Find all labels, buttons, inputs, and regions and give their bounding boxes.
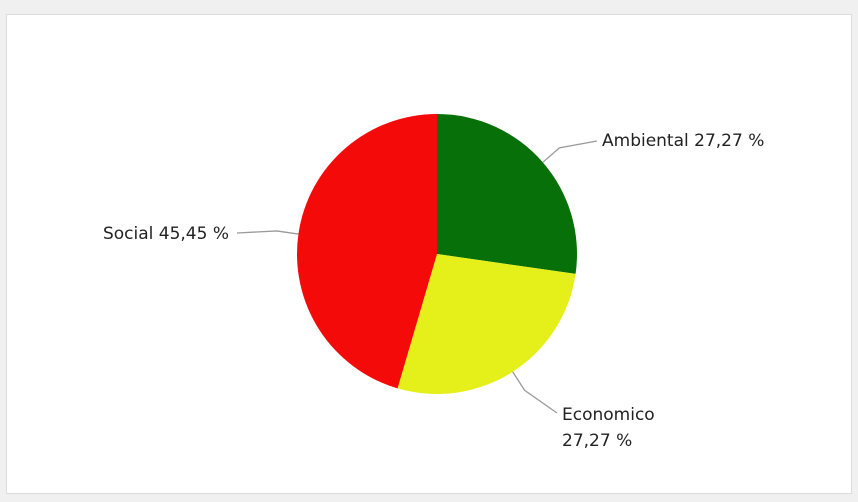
chart-card: Ambiental 27,27 % Economico 27,27 % Soci… <box>6 14 852 494</box>
connector-economico <box>512 371 558 414</box>
label-economico-name: Economico <box>562 405 655 425</box>
label-social: Social 45,45 % <box>103 224 229 244</box>
pie-chart: Ambiental 27,27 % Economico 27,27 % Soci… <box>103 114 764 451</box>
label-economico-value: 27,27 % <box>562 431 632 451</box>
pie-slice-economico[interactable] <box>397 254 576 394</box>
label-connectors <box>236 140 598 414</box>
pie-slice-social[interactable] <box>297 114 437 389</box>
pie-slice-ambiental[interactable] <box>437 114 577 274</box>
connector-social <box>236 230 299 235</box>
label-ambiental: Ambiental 27,27 % <box>602 131 764 151</box>
connector-ambiental <box>542 140 598 163</box>
pie-slices <box>297 114 577 394</box>
